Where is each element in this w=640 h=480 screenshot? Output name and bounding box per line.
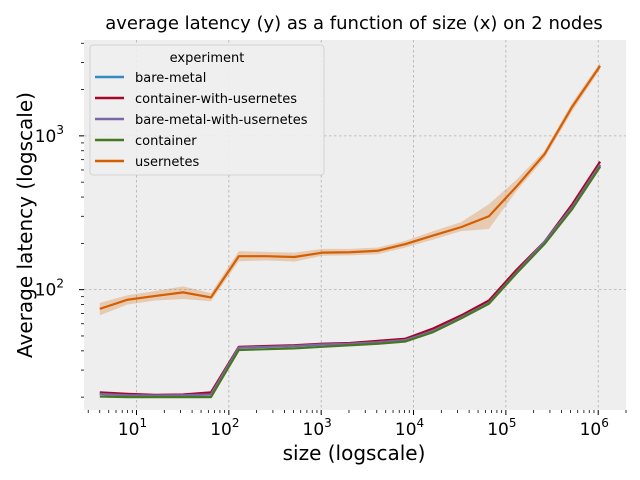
- legend-label: container-with-usernetes: [135, 92, 297, 107]
- legend-label: bare-metal: [135, 71, 206, 86]
- legend-label: bare-metal-with-usernetes: [135, 113, 308, 128]
- series-lines: [99, 65, 602, 399]
- x-axis-title: size (logscale): [283, 441, 426, 465]
- series-line-container: [99, 166, 602, 399]
- x-tick-label: 104: [395, 416, 424, 440]
- x-tick-label: 103: [303, 416, 332, 440]
- x-tick-label: 105: [487, 416, 516, 440]
- chart-title: average latency (y) as a function of siz…: [105, 13, 603, 34]
- axis-ticks: 101 102 103 104 105 106 102 103: [35, 42, 627, 440]
- legend: experiment bare-metal container-with-usern…: [89, 44, 325, 176]
- y-axis-title: Average latency (logscale): [13, 92, 37, 358]
- x-tick-label: 101: [118, 416, 147, 440]
- x-tick-label: 106: [580, 416, 609, 440]
- x-tick-label: 102: [210, 416, 239, 440]
- series-line-usernetes: [99, 65, 602, 310]
- legend-label: container: [135, 134, 197, 149]
- legend-box: [89, 44, 325, 176]
- legend-title: experiment: [170, 51, 245, 66]
- y-tick-label: 102: [35, 277, 64, 301]
- legend-label: usernetes: [135, 155, 199, 170]
- y-tick-label: 103: [35, 123, 64, 147]
